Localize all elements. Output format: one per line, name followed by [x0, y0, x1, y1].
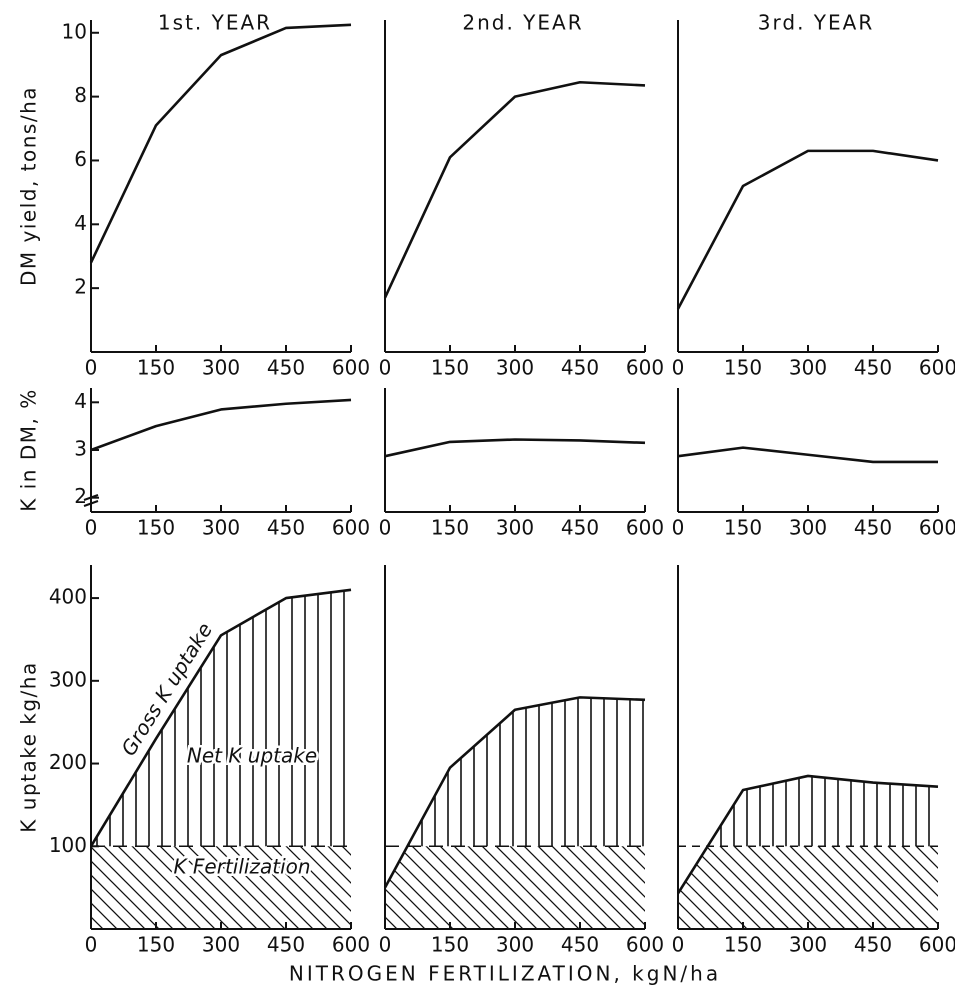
x-tick-label: 450 — [854, 356, 892, 380]
net-uptake-area — [678, 775, 938, 847]
data-line — [383, 80, 646, 299]
x-tick-label: 0 — [379, 933, 392, 957]
data-line — [384, 438, 646, 458]
x-tick-label: 600 — [626, 933, 664, 957]
data-line — [89, 23, 352, 264]
data-line — [383, 696, 646, 889]
y-tick-label: 3 — [74, 437, 87, 461]
x-tick-label: 300 — [202, 516, 240, 540]
x-tick-label: 0 — [85, 516, 98, 540]
x-tick-label: 600 — [626, 516, 664, 540]
x-tick-label: 150 — [724, 516, 762, 540]
x-tick-label: 450 — [267, 516, 305, 540]
x-tick-label: 600 — [919, 933, 955, 957]
x-tick-label: 150 — [137, 356, 175, 380]
x-tick-label: 150 — [431, 356, 469, 380]
x-tick-label: 150 — [724, 356, 762, 380]
x-tick-label: 600 — [919, 516, 955, 540]
x-tick-label: 0 — [672, 356, 685, 380]
x-tick-label: 300 — [789, 516, 827, 540]
x-tick-label: 0 — [85, 933, 98, 957]
x-tick-label: 300 — [789, 356, 827, 380]
data-line — [677, 446, 938, 464]
x-tick-label: 600 — [626, 356, 664, 380]
x-tick-label: 150 — [431, 933, 469, 957]
y-tick-label: 2 — [74, 484, 87, 508]
x-tick-label: 0 — [379, 356, 392, 380]
y-tick-label: 400 — [49, 585, 87, 609]
fertilization-area — [91, 846, 351, 929]
annotation: K Fertilization — [173, 855, 310, 879]
x-tick-label: 600 — [919, 356, 955, 380]
data-line — [676, 774, 939, 895]
x-tick-label: 600 — [332, 516, 370, 540]
data-line — [676, 149, 939, 310]
x-tick-label: 450 — [854, 516, 892, 540]
x-tick-label: 450 — [267, 933, 305, 957]
y-tick-label: 4 — [74, 211, 87, 235]
x-tick-label: 0 — [672, 933, 685, 957]
x-tick-label: 450 — [561, 516, 599, 540]
y-tick-label: 200 — [49, 750, 87, 774]
x-tick-label: 450 — [561, 356, 599, 380]
x-tick-label: 150 — [724, 933, 762, 957]
axis-break — [83, 494, 99, 507]
x-tick-label: 300 — [202, 933, 240, 957]
panel-title: 2nd. YEAR — [462, 11, 583, 35]
x-tick-label: 300 — [496, 933, 534, 957]
y-tick-label: 4 — [74, 389, 87, 413]
annotation: Net K uptake — [187, 744, 317, 768]
y-tick-label: 2 — [74, 275, 87, 299]
x-tick-label: 150 — [137, 933, 175, 957]
net-uptake-area — [385, 697, 645, 847]
fertilization-area — [385, 846, 645, 929]
data-line — [90, 398, 352, 452]
x-tick-label: 150 — [431, 516, 469, 540]
x-tick-label: 150 — [137, 516, 175, 540]
x-tick-label: 0 — [672, 516, 685, 540]
x-tick-label: 300 — [202, 356, 240, 380]
panel-title: 3rd. YEAR — [758, 11, 874, 35]
fertilization-area — [678, 846, 938, 929]
panel-title: 1st. YEAR — [158, 11, 272, 35]
x-tick-label: 300 — [496, 516, 534, 540]
x-tick-label: 0 — [379, 516, 392, 540]
net-uptake-area — [91, 589, 351, 847]
y-axis-label: K uptake kg/ha — [17, 661, 41, 832]
x-tick-label: 0 — [85, 356, 98, 380]
x-tick-label: 300 — [496, 356, 534, 380]
x-tick-label: 600 — [332, 356, 370, 380]
data-line — [89, 588, 352, 847]
x-tick-label: 600 — [332, 933, 370, 957]
x-tick-label: 450 — [854, 933, 892, 957]
y-tick-label: 100 — [49, 833, 87, 857]
y-tick-label: 10 — [62, 19, 87, 43]
x-axis-label: NITROGEN FERTILIZATION, kgN/ha — [289, 962, 721, 986]
y-tick-label: 8 — [74, 83, 87, 107]
y-tick-label: 300 — [49, 667, 87, 691]
y-axis-label: K in DM, % — [17, 388, 41, 511]
y-tick-label: 6 — [74, 147, 87, 171]
y-axis-label: DM yield, tons/ha — [17, 86, 41, 286]
x-tick-label: 450 — [267, 356, 305, 380]
x-tick-label: 300 — [789, 933, 827, 957]
x-tick-label: 450 — [561, 933, 599, 957]
